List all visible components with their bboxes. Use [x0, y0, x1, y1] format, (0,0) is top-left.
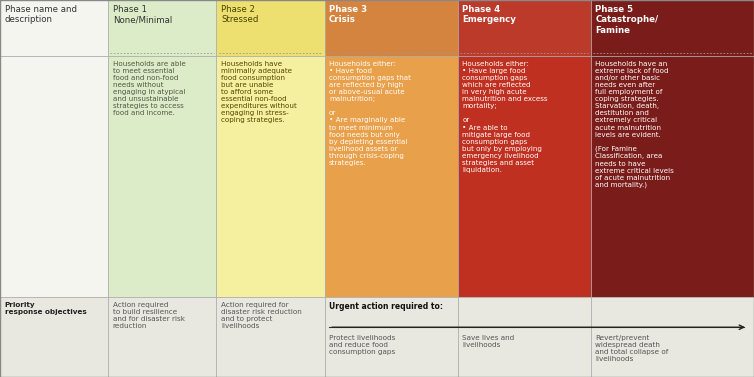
Text: Households either:
• Have food
consumption gaps that
are reflected by high
or ab: Households either: • Have food consumpti…: [329, 61, 411, 166]
Text: Phase 5
Catastrophe/
Famine: Phase 5 Catastrophe/ Famine: [596, 5, 658, 35]
Text: Priority
response objectives: Priority response objectives: [5, 302, 86, 315]
Text: Phase 3
Crisis: Phase 3 Crisis: [329, 5, 367, 24]
Bar: [324, 0, 458, 56]
Bar: [591, 297, 754, 377]
Bar: [458, 0, 591, 56]
Text: Phase 2
Stressed: Phase 2 Stressed: [221, 5, 259, 24]
Text: Protect livelihoods
and reduce food
consumption gaps: Protect livelihoods and reduce food cons…: [329, 335, 396, 355]
Text: Revert/prevent
widespread death
and total collapse of
livelihoods: Revert/prevent widespread death and tota…: [596, 335, 669, 362]
Text: Households have
minimally adequate
food consumption
but are unable
to afford som: Households have minimally adequate food …: [221, 61, 296, 124]
Bar: [216, 56, 324, 297]
Text: Phase 4
Emergency: Phase 4 Emergency: [462, 5, 516, 24]
Bar: [0, 297, 109, 377]
Text: Households are able
to meet essential
food and non-food
needs without
engaging i: Households are able to meet essential fo…: [113, 61, 185, 116]
Bar: [324, 297, 458, 377]
Bar: [0, 0, 109, 56]
Text: Action required for
disaster risk reduction
and to protect
livelihoods: Action required for disaster risk reduct…: [221, 302, 302, 329]
Bar: [458, 297, 591, 377]
Bar: [0, 56, 109, 297]
Text: Phase name and
description: Phase name and description: [5, 5, 76, 24]
Bar: [216, 297, 324, 377]
Text: Save lives and
livelihoods: Save lives and livelihoods: [462, 335, 514, 348]
Bar: [109, 0, 216, 56]
Text: Urgent action required to:: Urgent action required to:: [329, 302, 443, 311]
Text: Households either:
• Have large food
consumption gaps
which are reflected
in ver: Households either: • Have large food con…: [462, 61, 547, 173]
Bar: [591, 0, 754, 56]
Text: Action required
to build resilience
and for disaster risk
reduction: Action required to build resilience and …: [113, 302, 185, 329]
Bar: [109, 56, 216, 297]
Bar: [109, 297, 216, 377]
Text: Phase 1
None/Minimal: Phase 1 None/Minimal: [113, 5, 172, 24]
Bar: [324, 56, 458, 297]
Bar: [216, 0, 324, 56]
Text: Households have an
extreme lack of food
and/or other basic
needs even after
full: Households have an extreme lack of food …: [596, 61, 674, 188]
Bar: [591, 56, 754, 297]
Bar: [458, 56, 591, 297]
